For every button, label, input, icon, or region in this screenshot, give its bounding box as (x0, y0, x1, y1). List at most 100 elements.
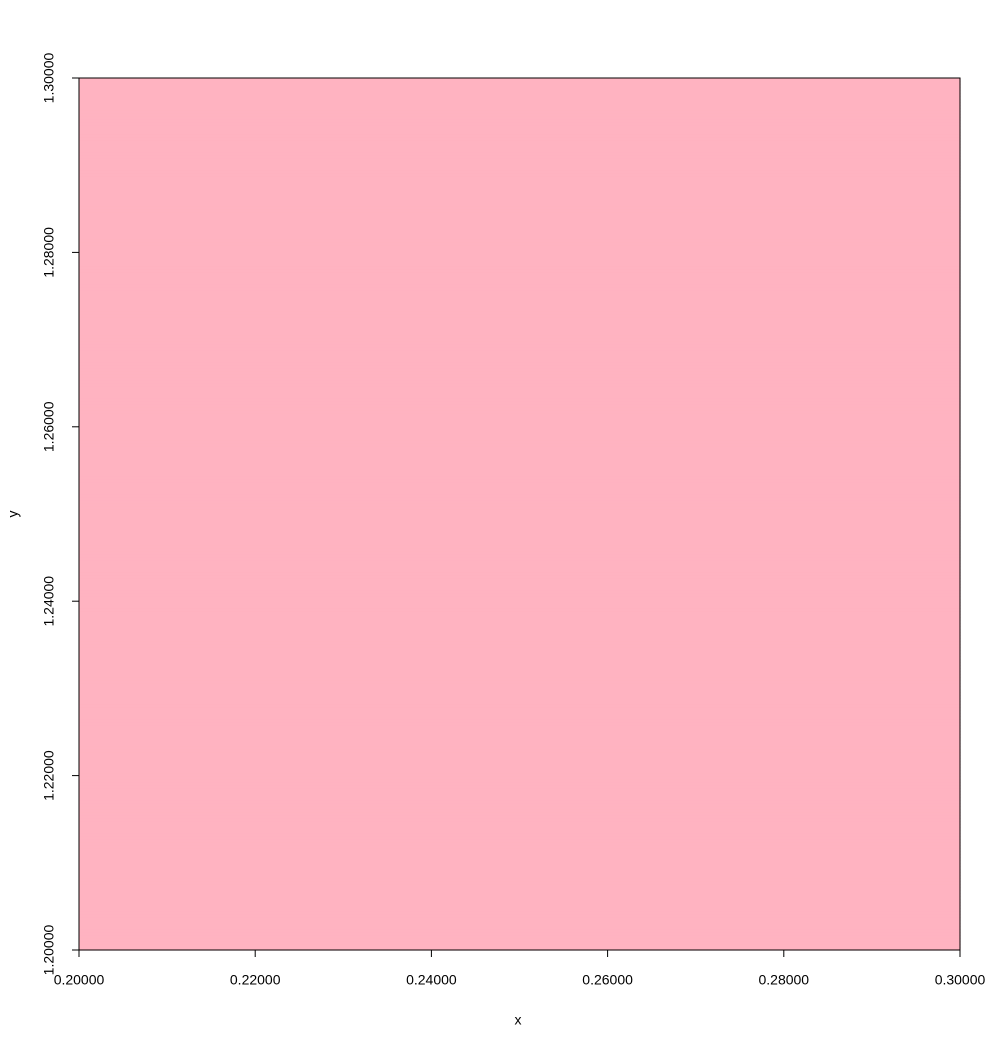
fractal-cell (79, 650, 961, 654)
fractal-cell (79, 296, 961, 301)
fractal-cell (79, 827, 961, 831)
fractal-cell (79, 416, 961, 421)
fractal-cell (79, 836, 961, 840)
y-tick-label: 1.28000 (41, 227, 57, 278)
fractal-cell (79, 509, 961, 514)
fractal-cell (79, 257, 961, 262)
fractal-cell (79, 176, 961, 181)
fractal-cell (79, 101, 961, 106)
y-tick-label: 1.30000 (41, 52, 57, 103)
fractal-cell (79, 479, 961, 484)
fractal-cell (79, 476, 961, 481)
fractal-cell (79, 584, 961, 589)
fractal-cell (79, 242, 961, 247)
fractal-cell (79, 656, 961, 660)
fractal-cell (79, 521, 961, 526)
fractal-cell (79, 341, 961, 346)
x-tick-label: 0.20000 (54, 972, 105, 988)
fractal-cell (79, 251, 961, 256)
fractal-cell (79, 104, 961, 109)
fractal-cell (79, 134, 961, 139)
fractal-cell (79, 908, 961, 912)
fractal-cell (79, 548, 961, 553)
fractal-cell (79, 620, 961, 624)
fractal-cell (79, 512, 961, 517)
fractal-cell (79, 848, 961, 852)
fractal-cell (79, 845, 961, 849)
fractal-cell (79, 815, 961, 819)
fractal-cell (79, 467, 961, 472)
fractal-cell (79, 917, 961, 921)
x-tick-label: 0.24000 (406, 972, 457, 988)
fractal-cell (79, 593, 961, 598)
fractal-cell (79, 737, 961, 741)
fractal-cell (79, 383, 961, 388)
fractal-cell (79, 746, 961, 750)
fractal-image (79, 78, 961, 951)
fractal-cell (79, 899, 961, 903)
fractal-cell (79, 452, 961, 457)
fractal-cell (79, 401, 961, 406)
fractal-cell (79, 647, 961, 651)
fractal-cell (79, 626, 961, 630)
fractal-cell (79, 425, 961, 430)
fractal-cell (79, 896, 961, 900)
fractal-cell (79, 98, 961, 103)
fractal-cell (79, 158, 961, 163)
fractal-cell (79, 713, 961, 717)
fractal-cell (79, 923, 961, 927)
fractal-cell (79, 281, 961, 286)
fractal-cell (79, 932, 961, 936)
fractal-cell (79, 653, 961, 657)
fractal-cell (79, 263, 961, 268)
fractal-cell (79, 794, 961, 798)
fractal-cell (79, 410, 961, 415)
fractal-cell (79, 554, 961, 559)
fractal-cell (79, 797, 961, 801)
fractal-cell (79, 407, 961, 412)
fractal-cell (79, 629, 961, 633)
fractal-cell (79, 260, 961, 265)
fractal-cell (79, 314, 961, 319)
fractal-cell (79, 107, 961, 112)
fractal-cell (79, 821, 961, 825)
fractal-cell (79, 698, 961, 702)
fractal-cell (79, 497, 961, 502)
fractal-cell (79, 245, 961, 250)
fractal-cell (79, 533, 961, 538)
fractal-cell (79, 233, 961, 238)
fractal-cell (79, 527, 961, 532)
fractal-cell (79, 581, 961, 586)
fractal-cell (79, 893, 961, 897)
fractal-cell (79, 299, 961, 304)
fractal-cell (79, 659, 961, 663)
fractal-cell (79, 929, 961, 933)
y-tick-label: 1.26000 (41, 401, 57, 452)
fractal-cell (79, 155, 961, 160)
fractal-cell (79, 221, 961, 226)
fractal-cell (79, 683, 961, 687)
fractal-cell (79, 149, 961, 154)
fractal-cell (79, 914, 961, 918)
fractal-cell (79, 464, 961, 469)
fractal-cell (79, 275, 961, 280)
x-axis-label: x (515, 1012, 522, 1028)
fractal-cell (79, 194, 961, 199)
fractal-cell (79, 86, 961, 91)
y-tick-label: 1.24000 (41, 576, 57, 627)
fractal-cell (79, 857, 961, 861)
fractal-cell (79, 326, 961, 331)
fractal-cell (79, 590, 961, 595)
fractal-cell (79, 809, 961, 813)
fractal-cell (79, 197, 961, 202)
fractal-cell (79, 536, 961, 541)
fractal-cell (79, 716, 961, 720)
fractal-cell (79, 578, 961, 583)
fractal-cell (79, 830, 961, 834)
fractal-cell (79, 599, 961, 603)
fractal-cell (79, 524, 961, 529)
fractal-cell (79, 557, 961, 562)
fractal-cell (79, 164, 961, 169)
fractal-cell (79, 458, 961, 463)
fractal-cell (79, 494, 961, 499)
